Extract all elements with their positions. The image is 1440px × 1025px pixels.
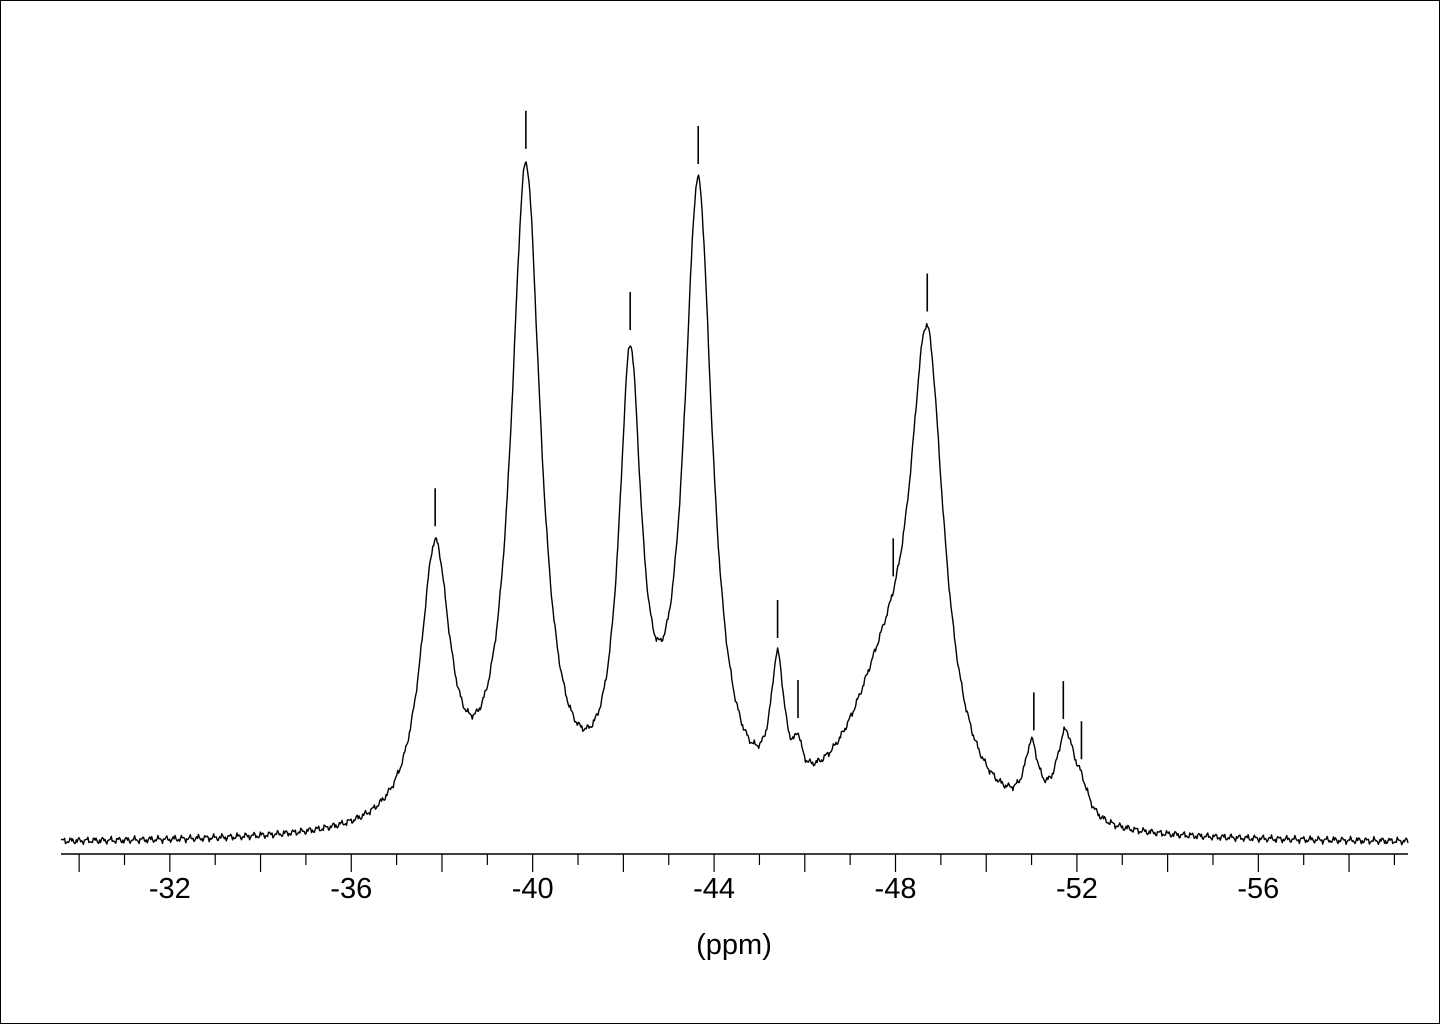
x-tick-label: -52 [1056, 873, 1098, 905]
x-tick-label: -44 [693, 873, 735, 905]
x-axis-label: (ppm) [696, 929, 772, 961]
x-tick-label: -56 [1237, 873, 1279, 905]
spectrum-layer [60, 161, 1409, 846]
x-tick-label: -36 [330, 873, 372, 905]
x-tick-label: -32 [149, 873, 191, 905]
peak-marker-layer [434, 110, 1083, 760]
x-tick-label: -40 [512, 873, 554, 905]
x-axis: -32 -36 -40 -44 -48 -52 -56 [61, 853, 1408, 905]
x-tick-label: -48 [875, 873, 917, 905]
spectrum-trace [60, 161, 1409, 846]
